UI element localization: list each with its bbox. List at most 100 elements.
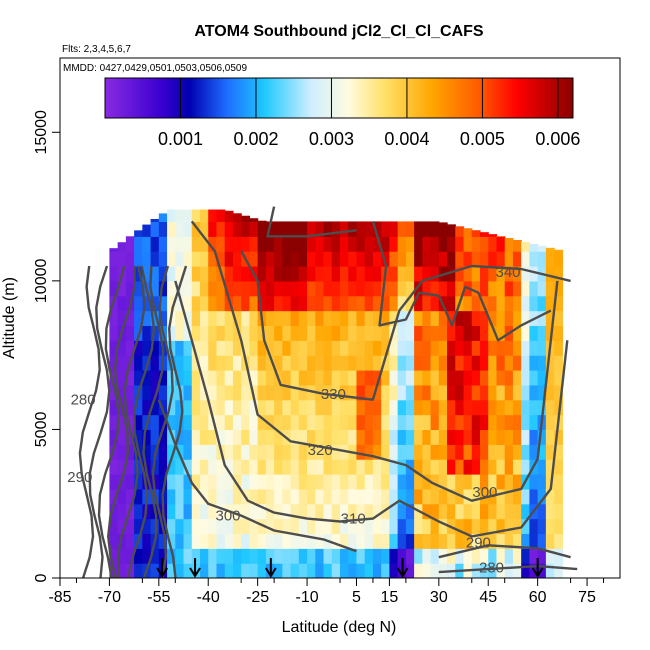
heat-cell: [249, 218, 259, 223]
heat-cell: [208, 209, 218, 223]
heat-cell: [356, 429, 366, 445]
heat-cell: [200, 221, 209, 237]
heat-cell: [298, 444, 308, 460]
heat-cell: [447, 384, 456, 401]
heat-cell: [356, 563, 366, 578]
heat-cell: [158, 414, 168, 431]
heat-cell: [364, 280, 374, 297]
heat-cell: [125, 459, 135, 475]
heat-cell: [331, 474, 341, 490]
heat-cell: [463, 459, 473, 475]
heat-cell: [430, 280, 440, 297]
heat-cell: [257, 384, 267, 401]
heat-cell: [348, 266, 358, 282]
heat-cell: [381, 563, 391, 578]
heat-cell: [200, 280, 209, 297]
heat-cell: [167, 459, 176, 475]
heat-cell: [364, 221, 374, 237]
heat-cell: [545, 251, 555, 267]
heat-cell: [512, 355, 522, 371]
heat-cell: [422, 325, 432, 341]
heat-cell: [348, 384, 358, 401]
heat-cell: [488, 518, 498, 535]
heat-cell: [183, 340, 193, 356]
heat-cell: [496, 533, 506, 549]
heat-cell: [381, 444, 391, 460]
heat-cell: [109, 325, 119, 341]
heat-cell: [134, 355, 143, 371]
heat-cell: [480, 444, 489, 460]
heat-cell: [298, 221, 308, 237]
heat-cell: [422, 503, 432, 520]
heat-cell: [414, 518, 423, 535]
x-tick-label: -55: [147, 589, 170, 606]
heat-cell: [340, 251, 349, 267]
heat-cell: [249, 399, 259, 416]
heat-cell: [422, 518, 432, 535]
heat-cell: [307, 310, 316, 327]
heat-cell: [348, 355, 358, 371]
heat-cell: [455, 384, 465, 401]
heat-cell: [496, 399, 506, 416]
heat-cell: [331, 340, 341, 356]
heat-cell: [356, 370, 366, 386]
theta-contour-label: 310: [341, 511, 366, 528]
heat-cell: [438, 399, 448, 416]
heat-cell: [265, 310, 275, 327]
heat-cell: [191, 310, 201, 327]
heat-cell: [414, 563, 423, 578]
heat-cell: [397, 370, 407, 386]
heat-cell: [356, 251, 366, 267]
heat-cell: [282, 295, 292, 312]
heat-cell: [290, 414, 300, 431]
heat-cell: [389, 295, 399, 312]
heat-cell: [191, 414, 201, 431]
heat-cell: [521, 399, 531, 416]
heat-cell: [438, 533, 448, 549]
heat-cell: [323, 518, 333, 535]
heat-cell: [282, 280, 292, 297]
x-axis: -85 -70 -55 -40 -25 -10 5 15 30 45 60 75: [48, 578, 605, 606]
heat-cell: [372, 414, 382, 431]
heat-cell: [512, 503, 522, 520]
heat-cell: [414, 325, 423, 341]
heat-cell: [496, 414, 506, 431]
heat-cell: [323, 459, 333, 475]
heat-cell: [224, 370, 234, 386]
heat-cell: [109, 414, 119, 431]
heat-cell: [480, 355, 489, 371]
heat-cell: [471, 459, 481, 475]
heat-cell: [372, 221, 382, 237]
heat-cell: [389, 459, 399, 475]
heat-cell: [232, 414, 242, 431]
heat-cell: [455, 399, 465, 416]
heat-cell: [298, 459, 308, 475]
heat-cell: [554, 249, 563, 252]
heat-cell: [191, 399, 201, 416]
heat-cell: [496, 266, 506, 282]
heat-cell: [134, 266, 143, 282]
heat-cell: [496, 488, 506, 505]
heat-cell: [290, 251, 300, 267]
heat-cell: [158, 444, 168, 460]
heat-cell: [504, 355, 514, 371]
heat-cell: [430, 548, 440, 564]
heat-cell: [282, 488, 292, 505]
heat-cell: [257, 414, 267, 431]
heat-cell: [298, 236, 308, 252]
heat-cell: [455, 340, 465, 356]
heat-cell: [331, 251, 341, 267]
heat-cell: [125, 310, 135, 327]
heat-cell: [372, 488, 382, 505]
heat-cell: [480, 399, 489, 416]
heat-cell: [471, 280, 481, 297]
heat-cell: [348, 236, 358, 252]
heat-cell: [150, 355, 160, 371]
heat-cell: [405, 266, 415, 282]
heat-cell: [307, 488, 316, 505]
heat-cell: [348, 548, 358, 564]
heat-cell: [282, 459, 292, 475]
heat-cell: [537, 384, 547, 401]
heat-cell: [381, 414, 391, 431]
heat-cell: [241, 221, 251, 237]
